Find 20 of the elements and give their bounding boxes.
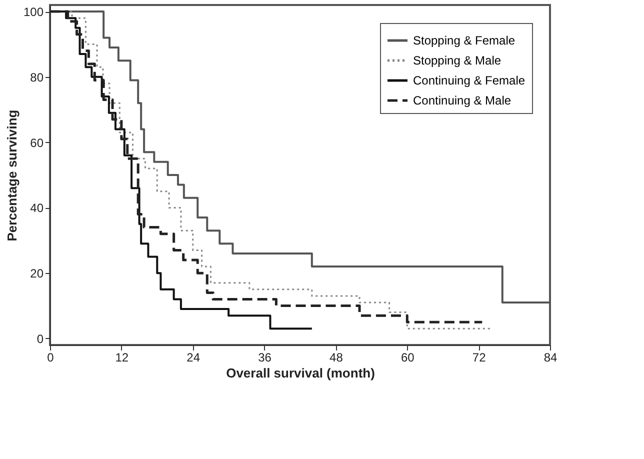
x-tick-label: 0 [47, 350, 54, 364]
x-tick-label: 24 [186, 350, 200, 364]
x-tick-label: 60 [400, 350, 415, 364]
legend-label: Continuing & Female [413, 74, 526, 88]
x-tick-label: 36 [258, 350, 272, 364]
x-axis-title: Overall survival (month) [226, 366, 375, 380]
x-tick-label: 72 [472, 350, 486, 364]
legend-label: Stopping & Male [413, 54, 502, 68]
y-tick-label: 60 [30, 136, 44, 150]
x-tick-label: 12 [115, 350, 129, 364]
y-axis-title: Percentage surviving [4, 110, 20, 242]
y-tick-label: 100 [23, 5, 44, 20]
y-tick-label: 40 [30, 201, 44, 216]
y-tick-label: 0 [36, 332, 44, 346]
x-tick-label: 84 [544, 350, 558, 364]
legend-label: Stopping & Female [413, 34, 516, 48]
x-tick-label: 48 [330, 350, 344, 364]
y-tick-label: 80 [30, 70, 44, 84]
y-tick-label: 20 [30, 266, 44, 281]
legend-label: Continuing & Male [413, 94, 512, 108]
